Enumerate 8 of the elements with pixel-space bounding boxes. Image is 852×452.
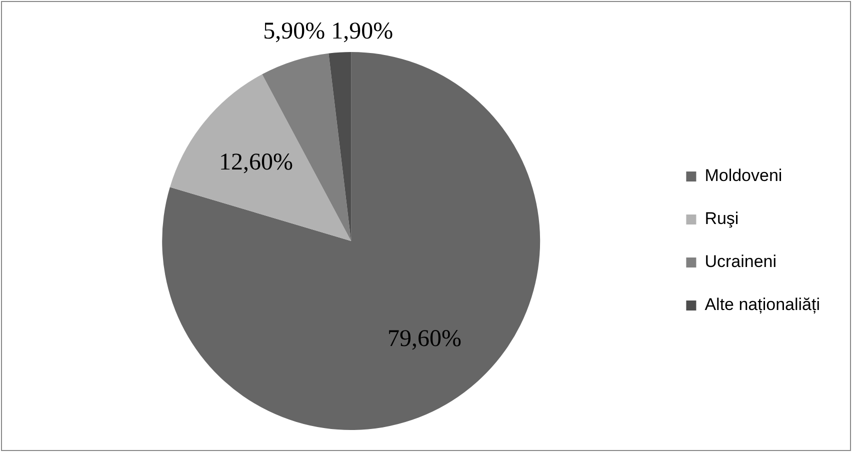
data-label: 1,90% (331, 18, 394, 44)
legend-label: Ucraineni (704, 252, 777, 272)
legend-label: Alte naționaliăți (704, 295, 820, 314)
legend-label: Moldoveni (704, 166, 782, 186)
data-label: 79,60% (388, 326, 462, 352)
data-label: 12,60% (218, 150, 293, 176)
legend-label: Ruşi (704, 209, 739, 228)
data-label: 5,90% (263, 18, 326, 44)
